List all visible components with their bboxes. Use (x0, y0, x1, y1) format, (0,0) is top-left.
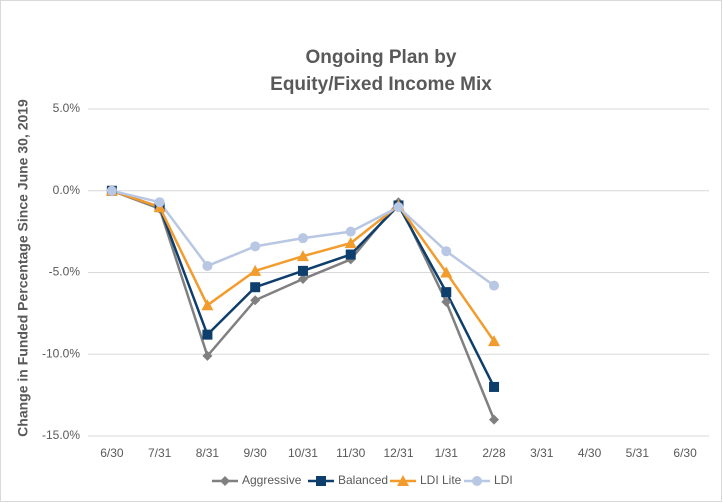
point (201, 299, 214, 311)
y-tick-label: -15.0% (42, 428, 80, 442)
point (296, 250, 309, 262)
point (393, 202, 404, 213)
point (250, 282, 261, 293)
point (249, 264, 262, 276)
point (472, 476, 482, 486)
y-tick-label: -5.0% (49, 265, 81, 279)
y-tick-label: 5.0% (53, 101, 81, 115)
point (344, 237, 357, 249)
point (202, 350, 213, 361)
point (297, 274, 308, 285)
x-tick-label: 9/30 (244, 446, 268, 460)
chart-title: Equity/Fixed Income Mix (270, 74, 492, 95)
point (489, 414, 500, 425)
point (441, 246, 452, 257)
point (297, 233, 308, 244)
x-tick-label: 5/31 (626, 446, 650, 460)
x-tick-label: 3/31 (530, 446, 554, 460)
legend-label: LDI (494, 473, 513, 487)
x-tick-label: 4/30 (578, 446, 602, 460)
point (202, 329, 213, 340)
point (488, 335, 501, 347)
x-tick-label: 8/31 (196, 446, 220, 460)
x-tick-label: 7/31 (148, 446, 172, 460)
point (489, 280, 500, 291)
y-axis-title: Change in Funded Percentage Since June 3… (15, 99, 31, 437)
legend-label: LDI Lite (420, 473, 462, 487)
chart-title: Ongoing Plan by (306, 47, 457, 68)
point (106, 185, 117, 196)
x-tick-label: 1/31 (435, 446, 459, 460)
point (441, 287, 452, 298)
point (250, 295, 261, 306)
x-tick-label: 6/30 (673, 446, 697, 460)
x-tick-label: 11/30 (336, 446, 365, 460)
point (397, 475, 409, 486)
point (250, 241, 261, 252)
legend-label: Aggressive (242, 473, 302, 487)
point (489, 381, 500, 392)
point (345, 226, 356, 237)
x-tick-label: 6/30 (100, 446, 124, 460)
point (220, 476, 230, 486)
point (441, 296, 452, 307)
point (297, 265, 308, 276)
point (202, 260, 213, 271)
y-tick-label: -10.0% (42, 346, 80, 360)
y-tick-label: 0.0% (53, 183, 81, 197)
x-tick-label: 12/31 (383, 446, 413, 460)
point (440, 266, 453, 278)
point (154, 197, 165, 208)
x-tick-label: 10/31 (288, 446, 318, 460)
point (316, 476, 326, 486)
x-tick-label: 2/28 (482, 446, 506, 460)
point (345, 249, 356, 260)
legend-label: Balanced (338, 473, 388, 487)
